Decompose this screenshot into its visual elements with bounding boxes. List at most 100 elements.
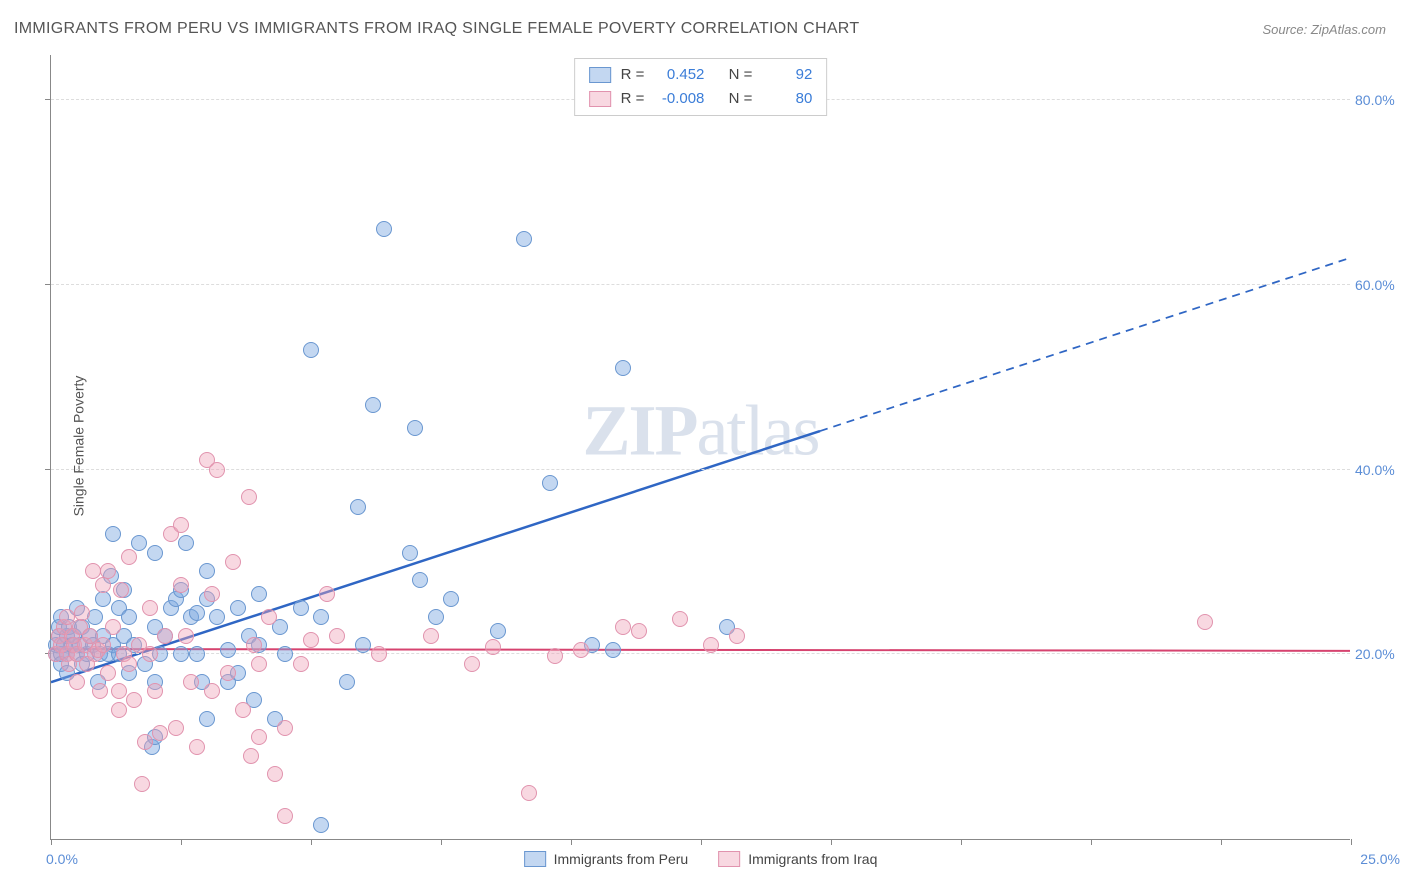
data-point [371,646,387,662]
data-point [105,619,121,635]
series-name-peru: Immigrants from Peru [554,851,689,867]
x-tick [311,839,312,845]
data-point [542,475,558,491]
data-point [407,420,423,436]
x-tick [831,839,832,845]
data-point [339,674,355,690]
data-point [443,591,459,607]
data-point [241,489,257,505]
data-point [134,776,150,792]
data-point [209,609,225,625]
data-point [95,577,111,593]
source-attribution: Source: ZipAtlas.com [1262,22,1386,37]
n-label: N = [729,63,753,87]
data-point [204,683,220,699]
data-point [230,600,246,616]
data-point [178,628,194,644]
data-point [293,600,309,616]
data-point [293,656,309,672]
data-point [350,499,366,515]
data-point [199,711,215,727]
data-point [95,637,111,653]
legend-item-peru: Immigrants from Peru [524,851,689,867]
x-tick [51,839,52,845]
data-point [225,554,241,570]
data-point [313,817,329,833]
data-point [189,739,205,755]
series-legend: Immigrants from Peru Immigrants from Ira… [524,851,878,867]
data-point [329,628,345,644]
watermark: ZIPatlas [583,390,819,473]
correlation-legend: R = 0.452 N = 92 R = -0.008 N = 80 [574,58,828,116]
data-point [178,535,194,551]
data-point [126,692,142,708]
y-tick-label: 20.0% [1355,646,1406,662]
swatch-iraq-bottom [718,851,740,867]
chart-title: IMMIGRANTS FROM PERU VS IMMIGRANTS FROM … [14,20,859,38]
data-point [152,725,168,741]
gridline [51,284,1350,285]
data-point [74,605,90,621]
data-point [199,563,215,579]
data-point [355,637,371,653]
data-point [267,766,283,782]
data-point [168,720,184,736]
x-tick [1351,839,1352,845]
data-point [251,586,267,602]
data-point [490,623,506,639]
x-tick [961,839,962,845]
data-point [189,646,205,662]
data-point [220,665,236,681]
data-point [277,720,293,736]
data-point [251,729,267,745]
data-point [261,609,277,625]
data-point [605,642,621,658]
data-point [113,582,129,598]
y-tick-label: 80.0% [1355,92,1406,108]
legend-row-peru: R = 0.452 N = 92 [589,63,813,87]
data-point [220,642,236,658]
data-point [412,572,428,588]
n-value-iraq: 80 [762,87,812,111]
data-point [615,619,631,635]
data-point [631,623,647,639]
data-point [365,397,381,413]
y-tick [45,99,51,100]
x-tick [1091,839,1092,845]
y-tick-label: 40.0% [1355,462,1406,478]
data-point [313,609,329,625]
data-point [428,609,444,625]
x-tick [571,839,572,845]
data-point [121,656,137,672]
x-min-label: 0.0% [46,851,78,867]
data-point [131,535,147,551]
data-point [516,231,532,247]
x-max-label: 25.0% [1360,851,1400,867]
data-point [521,785,537,801]
data-point [100,563,116,579]
data-point [92,683,108,699]
r-label: R = [621,63,645,87]
y-tick-label: 60.0% [1355,277,1406,293]
data-point [729,628,745,644]
data-point [147,683,163,699]
data-point [111,702,127,718]
data-point [173,646,189,662]
data-point [95,591,111,607]
data-point [69,674,85,690]
data-point [547,648,563,664]
x-tick [701,839,702,845]
data-point [464,656,480,672]
gridline [51,469,1350,470]
n-value-peru: 92 [762,63,812,87]
gridline [51,653,1350,654]
data-point [277,646,293,662]
data-point [209,462,225,478]
data-point [157,628,173,644]
data-point [423,628,439,644]
data-point [142,600,158,616]
data-point [105,526,121,542]
data-point [147,545,163,561]
x-tick [441,839,442,845]
data-point [615,360,631,376]
